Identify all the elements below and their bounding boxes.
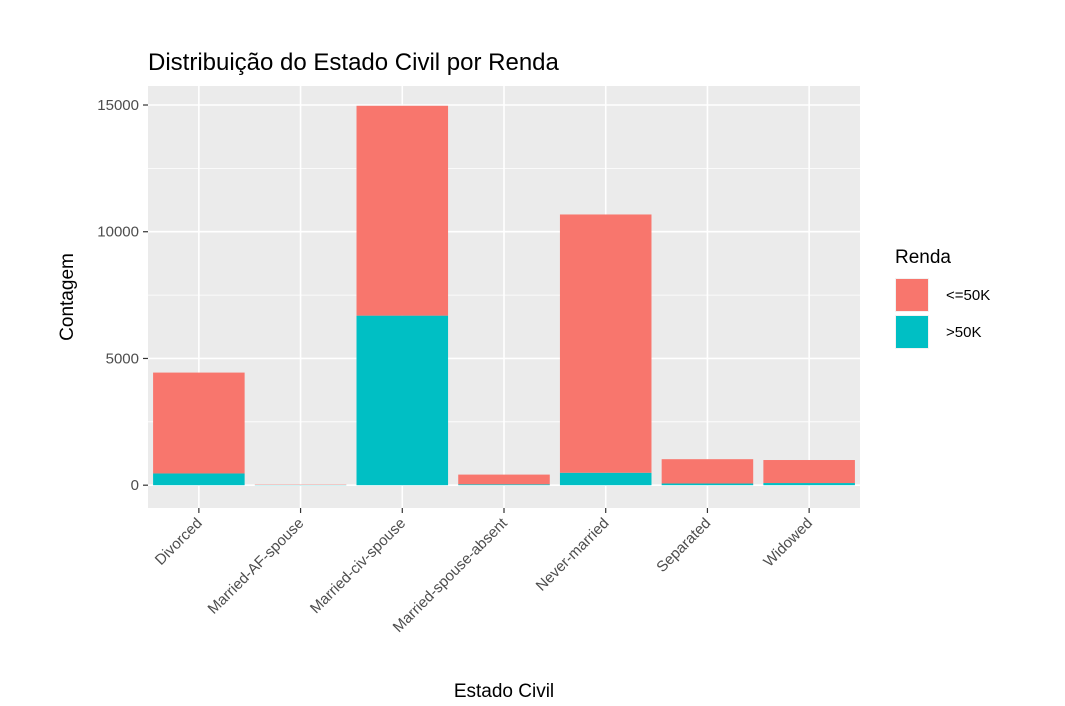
bar-segment xyxy=(356,105,449,316)
chart-title: Distribuição do Estado Civil por Renda xyxy=(148,49,560,76)
y-tick-label: 15000 xyxy=(97,97,139,114)
bar-segment xyxy=(559,214,652,473)
legend-swatch xyxy=(896,316,928,348)
y-tick-label: 0 xyxy=(131,477,139,494)
x-tick-label: Separated xyxy=(653,515,714,576)
x-tick-label: Never-married xyxy=(533,515,613,595)
y-tick-label: 10000 xyxy=(97,224,139,241)
x-axis-title: Estado Civil xyxy=(454,681,554,702)
bar-segment xyxy=(458,484,550,486)
bar-segment xyxy=(763,460,855,484)
x-tick-label: Married-spouse-absent xyxy=(390,514,512,636)
legend-label: <=50K xyxy=(946,287,990,304)
x-tick-label: Widowed xyxy=(760,515,816,571)
x-tick-label: Divorced xyxy=(152,515,206,569)
y-axis-title: Contagem xyxy=(57,253,78,341)
legend-swatch xyxy=(896,279,928,311)
x-tick-label: Married-AF-spouse xyxy=(205,515,308,618)
bars xyxy=(153,105,855,486)
bar-segment xyxy=(153,372,245,474)
legend: Renda <=50K >50K xyxy=(895,247,990,349)
bar-segment xyxy=(458,474,550,485)
y-axis: 0 5000 10000 15000 xyxy=(97,97,148,494)
bar-segment xyxy=(153,473,245,486)
bar-segment xyxy=(559,472,652,486)
legend-title: Renda xyxy=(895,247,951,268)
bar-segment xyxy=(661,459,754,484)
bar-segment xyxy=(356,315,449,486)
y-tick-label: 5000 xyxy=(106,350,139,367)
bar-segment xyxy=(763,483,855,486)
bar-segment xyxy=(661,483,754,486)
x-tick-label: Married-civ-spouse xyxy=(307,515,409,617)
legend-label: >50K xyxy=(946,324,981,341)
